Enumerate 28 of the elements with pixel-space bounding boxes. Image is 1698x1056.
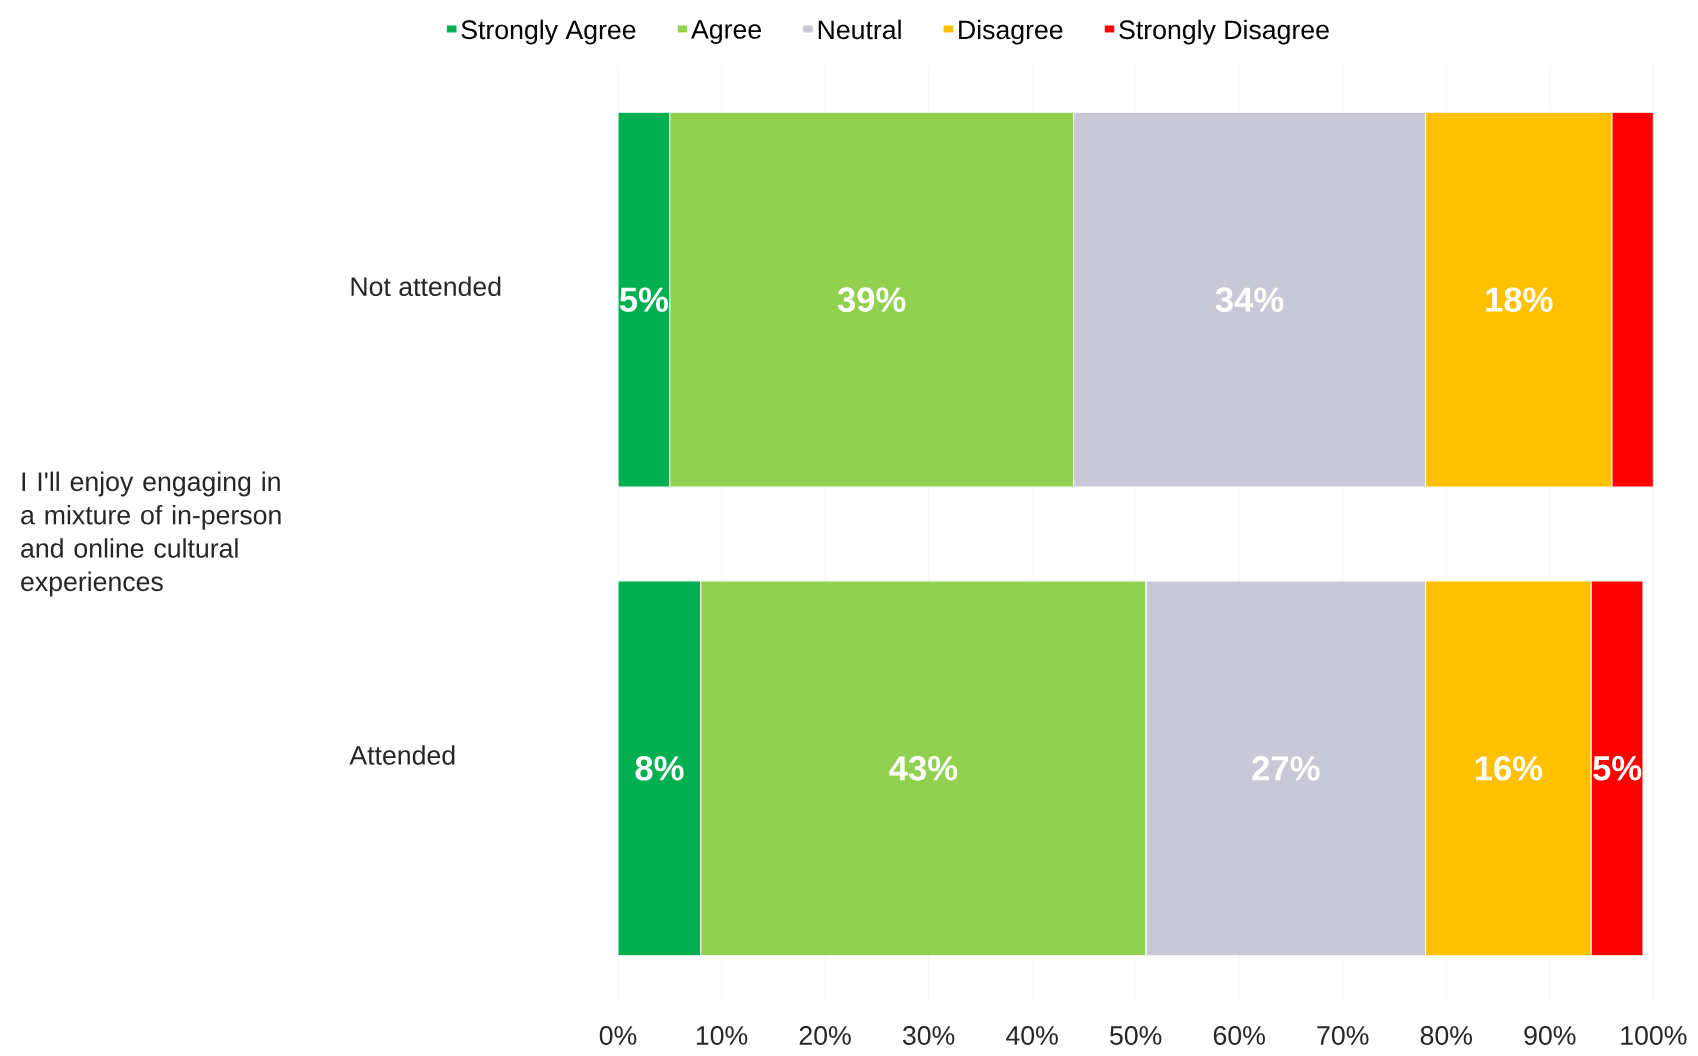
x-tick-label: 20%	[799, 1026, 851, 1045]
data-label: 5%	[619, 287, 669, 312]
y-tick-label: Attended	[349, 745, 455, 765]
x-tick-label: 30%	[902, 1026, 955, 1045]
data-label: 18%	[1486, 287, 1553, 312]
data-label: 8%	[635, 756, 684, 781]
data-label: 16%	[1475, 756, 1543, 781]
x-tick-label: 50%	[1110, 1026, 1162, 1045]
x-tick-label: 60%	[1213, 1026, 1265, 1045]
data-label: 43%	[889, 756, 958, 781]
x-tick-label: 40%	[1006, 1026, 1058, 1045]
data-label: 5%	[1593, 756, 1642, 781]
legend-label: Strongly Agree	[461, 19, 636, 45]
y-tick-label: Not attended	[351, 276, 501, 297]
x-tick-label: 80%	[1420, 1026, 1472, 1045]
x-tick-label: 0%	[599, 1026, 637, 1045]
x-tick-label: 10%	[696, 1026, 748, 1045]
x-tick-label: 70%	[1317, 1026, 1369, 1045]
legend-label: Disagree	[959, 19, 1063, 45]
data-label: 39%	[837, 287, 906, 312]
legend-label: Agree	[691, 20, 761, 45]
y-axis-title: I I'll enjoy engaging in a mixture of in-person and online cultural experiences	[21, 471, 281, 597]
bar	[618, 580, 702, 957]
bar	[618, 111, 671, 488]
x-tick-label: 100%	[1621, 1026, 1687, 1045]
legend-label: Neutral	[818, 19, 901, 40]
legend-label: Strongly Disagree	[1119, 19, 1329, 45]
x-tick-label: 90%	[1524, 1026, 1576, 1045]
